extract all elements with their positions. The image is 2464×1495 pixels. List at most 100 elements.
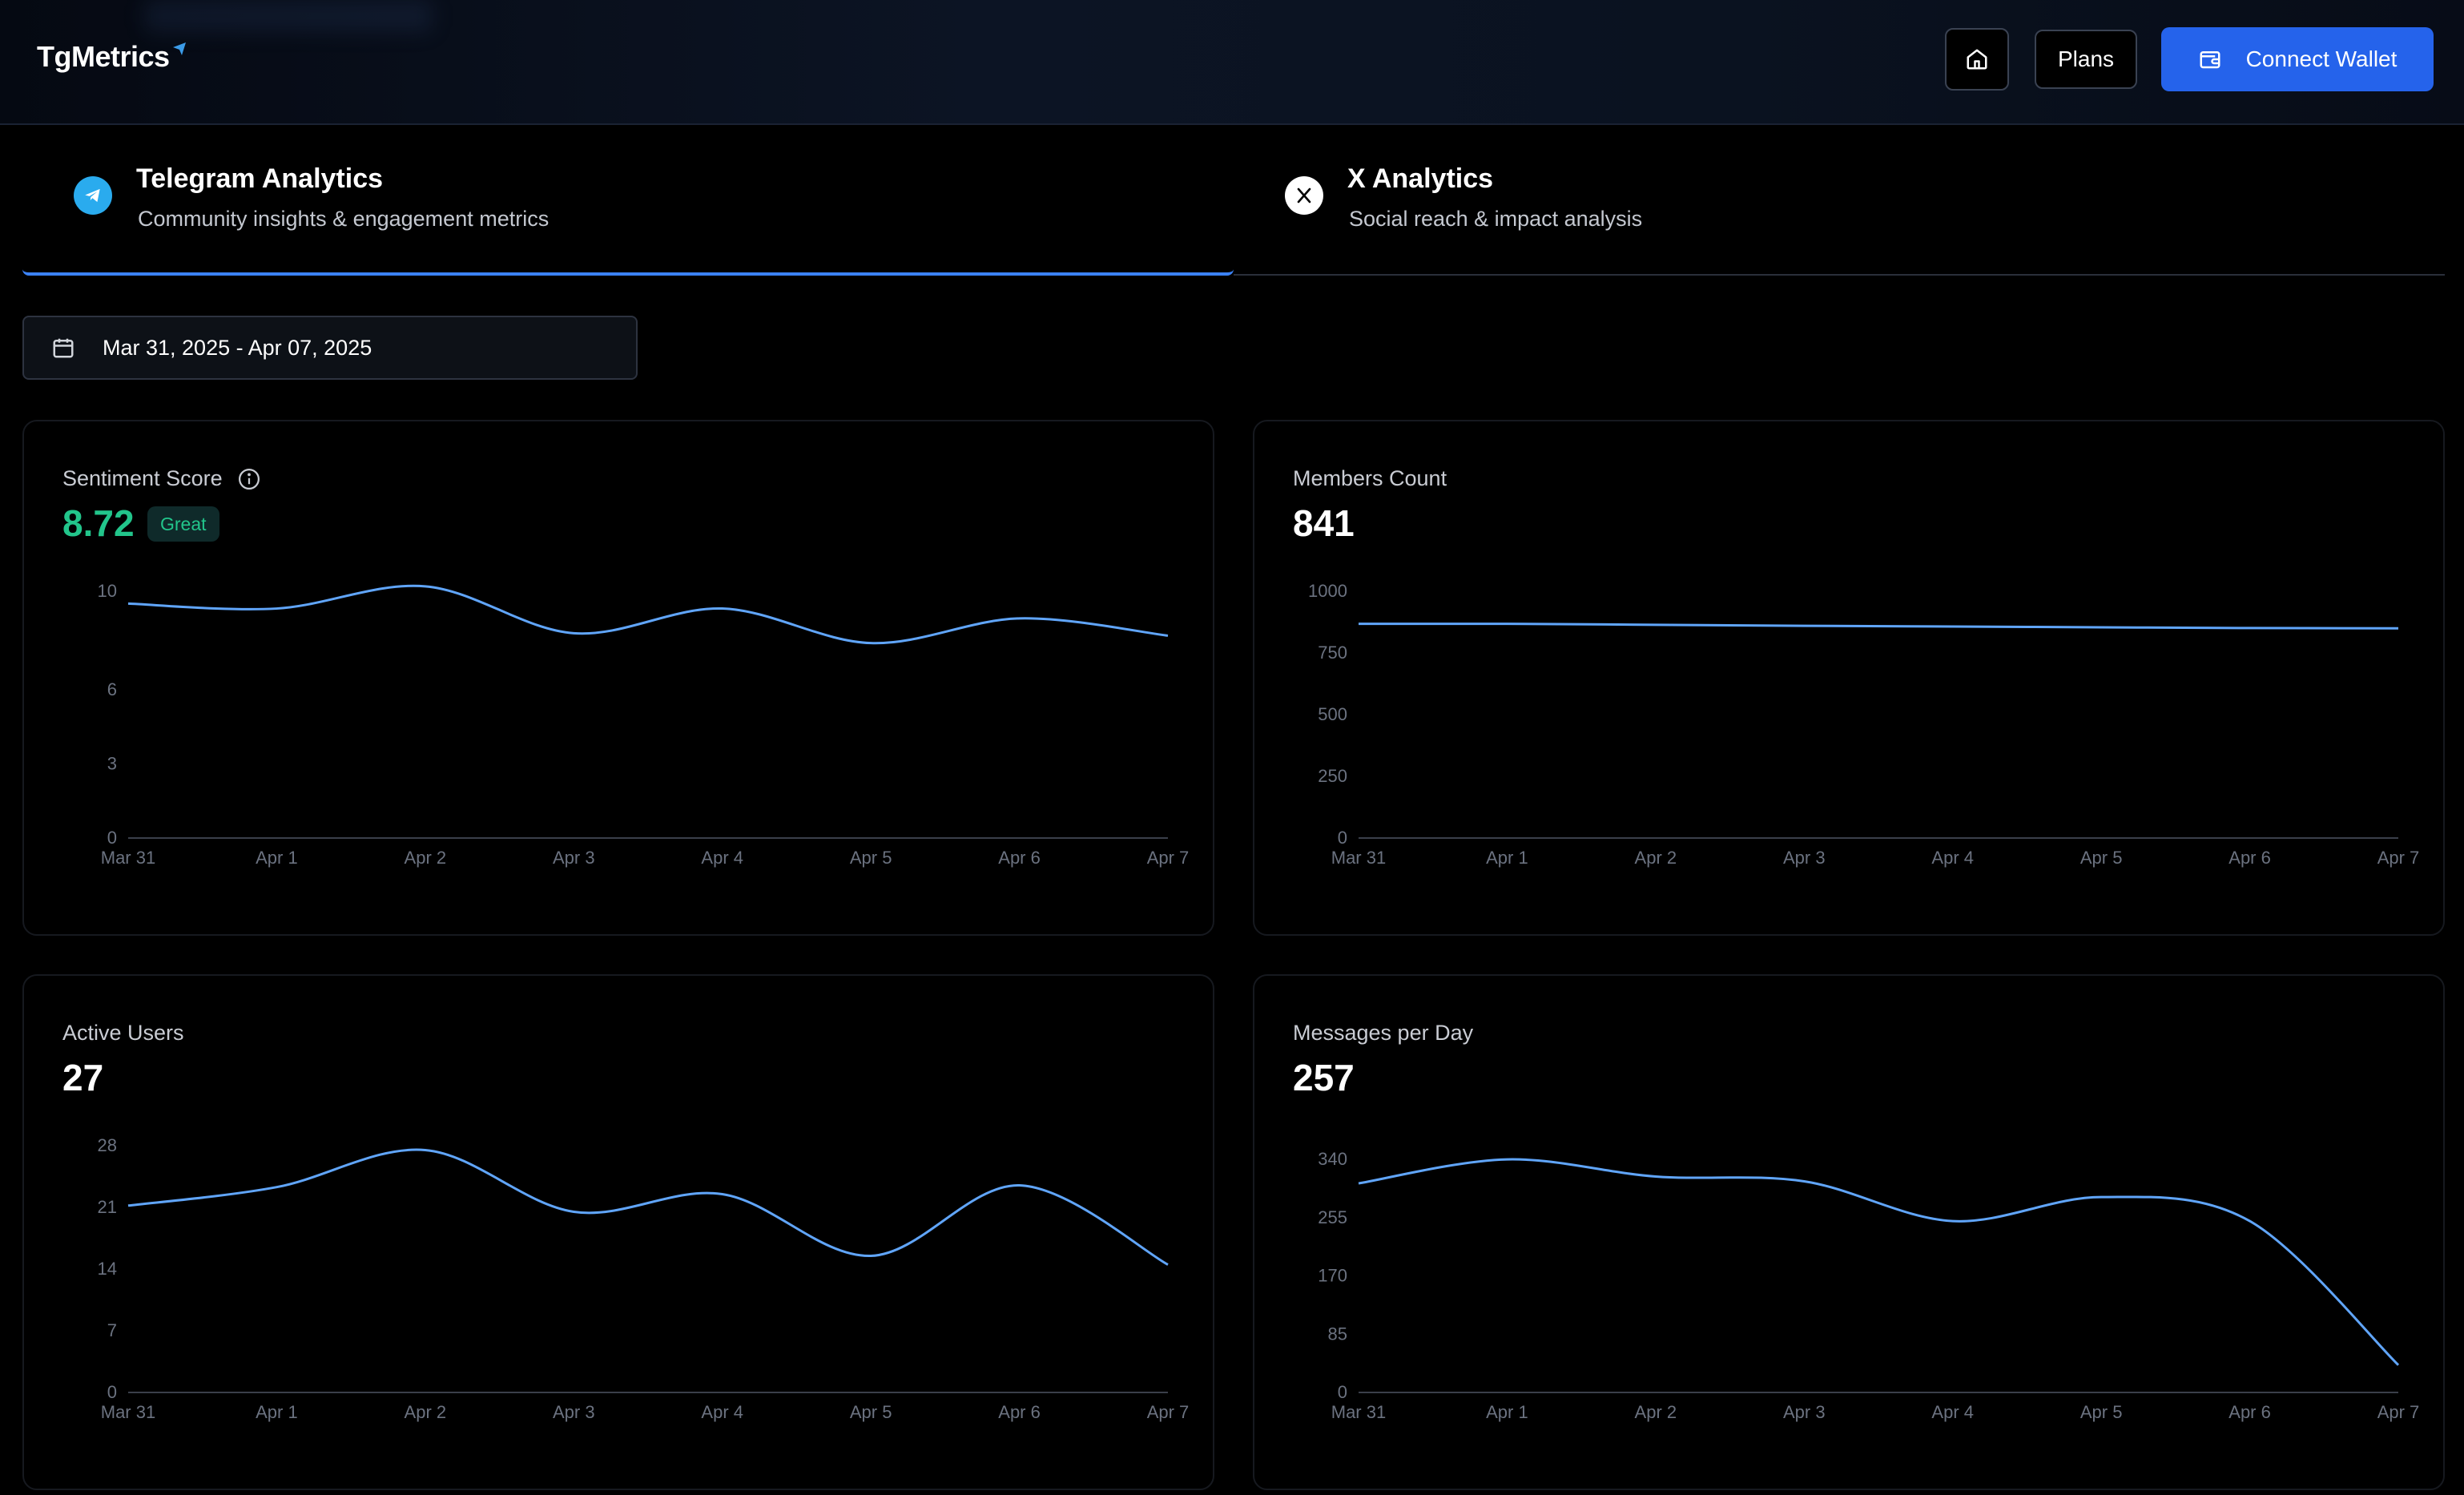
y-tick-label: 1000: [1308, 581, 1347, 601]
x-tick-label: Apr 3: [553, 848, 595, 868]
x-tick-label: Apr 6: [998, 848, 1041, 868]
x-tick-label: Apr 7: [1147, 848, 1190, 868]
y-tick-label: 0: [1338, 828, 1347, 848]
active-users-card: Active Users 27 0 7 14 21 28 Mar 31 Apr 1 Apr 2…: [22, 974, 1214, 1490]
date-range-picker[interactable]: Mar 31, 2025 - Apr 07, 2025: [22, 316, 638, 380]
card-label-text: Active Users: [62, 1021, 184, 1045]
series-line: [1358, 623, 2399, 630]
y-tick-label: 6: [107, 679, 117, 699]
sentiment-score-card: Sentiment Score 8.72 Great 0 3 6 10 Mar 31 Ap…: [22, 420, 1214, 936]
x-tick-label: Apr 6: [998, 1402, 1041, 1422]
sentiment-chart: 0 3 6 10 Mar 31 Apr 1 Apr 2 Apr 3 Apr 4 Apr 5 Apr …: [98, 581, 1190, 868]
x-tick-label: Apr 5: [850, 848, 892, 868]
wallet-icon: [2200, 51, 2220, 69]
x-tick-label: Apr 6: [2228, 848, 2271, 868]
y-tick-label: 250: [1318, 766, 1347, 786]
y-tick-label: 21: [98, 1197, 117, 1217]
x-tick-label: Mar 31: [101, 1402, 155, 1422]
x-tick-label: Apr 4: [701, 1402, 743, 1422]
x-tick-label: Apr 5: [2080, 1402, 2123, 1422]
x-tick-label: Apr 7: [2377, 1402, 2420, 1422]
x-tick-label: Apr 4: [1931, 848, 1974, 868]
tab-title: Telegram Analytics: [136, 163, 384, 194]
plans-button[interactable]: Plans: [2035, 30, 2137, 89]
card-label-text: Members Count: [1293, 466, 1447, 490]
x-tick-label: Apr 1: [1486, 1402, 1528, 1422]
header-glow: [144, 0, 433, 32]
x-tick-label: Apr 5: [850, 1402, 892, 1422]
y-tick-label: 3: [107, 754, 117, 774]
tab-subtitle: Social reach & impact analysis: [1349, 207, 1643, 231]
active-users-chart: 0 7 14 21 28 Mar 31 Apr 1 Apr 2 Apr 3 Apr 4 Apr 5 A…: [98, 1135, 1190, 1422]
y-tick-label: 10: [98, 581, 117, 601]
info-icon[interactable]: [237, 467, 261, 491]
card-label: Active Users: [62, 1021, 184, 1046]
series-line: [1358, 1158, 2400, 1366]
x-tick-label: Mar 31: [1331, 848, 1386, 868]
card-label: Messages per Day: [1293, 1021, 1473, 1046]
y-tick-label: 170: [1318, 1266, 1347, 1286]
card-label: Sentiment Score: [62, 466, 261, 491]
x-tick-label: Apr 2: [405, 848, 447, 868]
home-button[interactable]: [1945, 28, 2009, 91]
y-tick-label: 255: [1318, 1207, 1347, 1227]
y-tick-label: 0: [107, 1382, 117, 1402]
card-label-text: Messages per Day: [1293, 1021, 1474, 1045]
plans-label: Plans: [2057, 46, 2115, 71]
calendar-icon: [53, 338, 74, 358]
card-value: 8.72: [62, 502, 135, 544]
x-tick-label: Apr 1: [1486, 848, 1528, 868]
date-range-value: Mar 31, 2025 - Apr 07, 2025: [103, 335, 372, 360]
y-tick-label: 0: [107, 828, 117, 848]
x-tick-label: Apr 3: [553, 1402, 595, 1422]
top-bar: TgMetrics Plans Connect Wallet: [0, 0, 2464, 125]
y-tick-label: 14: [98, 1259, 117, 1279]
x-tick-label: Apr 4: [1931, 1402, 1974, 1422]
connect-wallet-button[interactable]: Connect Wallet: [2161, 27, 2434, 91]
y-tick-label: 500: [1318, 704, 1347, 724]
card-value: 27: [62, 1057, 104, 1098]
y-tick-label: 0: [1338, 1382, 1347, 1402]
y-tick-label: 750: [1318, 643, 1347, 663]
messages-chart: 0 85 170 255 340 Mar 31 Apr 1 Apr 2 Apr 3 Apr 4 Ap…: [1318, 1149, 2420, 1422]
x-tick-label: Apr 3: [1783, 1402, 1826, 1422]
x-tick-label: Mar 31: [101, 848, 155, 868]
card-label: Members Count: [1293, 466, 1447, 491]
x-tick-label: Apr 3: [1783, 848, 1826, 868]
x-tick-label: Apr 2: [1635, 1402, 1677, 1422]
y-tick-label: 28: [98, 1135, 117, 1155]
messages-per-day-card: Messages per Day 257 0 85 170 255 340 Mar 31 A…: [1253, 974, 2445, 1490]
series-line: [127, 1148, 1169, 1266]
y-tick-label: 340: [1318, 1149, 1347, 1169]
card-value: 841: [1293, 502, 1355, 544]
x-tick-label: Apr 2: [1635, 848, 1677, 868]
x-tick-label: Apr 7: [1147, 1402, 1190, 1422]
x-tick-label: Apr 6: [2228, 1402, 2271, 1422]
x-tick-label: Apr 2: [405, 1402, 447, 1422]
logo-text: TgMetrics: [37, 40, 170, 73]
x-tick-label: Apr 5: [2080, 848, 2123, 868]
tab-telegram-analytics[interactable]: Telegram Analytics Community insights & …: [22, 127, 1234, 276]
series-line: [127, 584, 1169, 645]
card-label-text: Sentiment Score: [62, 466, 223, 490]
status-badge: Great: [147, 506, 219, 542]
tab-x-analytics[interactable]: X Analytics Social reach & impact analys…: [1234, 127, 2445, 276]
x-tick-label: Apr 7: [2377, 848, 2420, 868]
y-tick-label: 85: [1328, 1324, 1347, 1344]
x-logo-icon: [1285, 176, 1323, 215]
x-tick-label: Apr 4: [701, 848, 743, 868]
home-icon: [1967, 49, 1987, 70]
tab-subtitle: Community insights & engagement metrics: [138, 207, 550, 231]
members-count-card: Members Count 841 0 250 500 750 1000 Mar 31 Ap…: [1253, 420, 2445, 936]
logo-arrow-icon: [172, 42, 186, 55]
x-tick-label: Mar 31: [1331, 1402, 1386, 1422]
members-chart: 0 250 500 750 1000 Mar 31 Apr 1 Apr 2 Apr 3 Apr 4…: [1308, 581, 2420, 868]
y-tick-label: 7: [107, 1320, 117, 1340]
logo[interactable]: TgMetrics: [37, 40, 187, 74]
wallet-label: Connect Wallet: [2245, 46, 2398, 71]
tab-title: X Analytics: [1347, 163, 1494, 194]
card-value: 257: [1293, 1057, 1355, 1098]
x-tick-label: Apr 1: [256, 848, 298, 868]
x-tick-label: Apr 1: [256, 1402, 298, 1422]
telegram-icon: [74, 176, 112, 215]
